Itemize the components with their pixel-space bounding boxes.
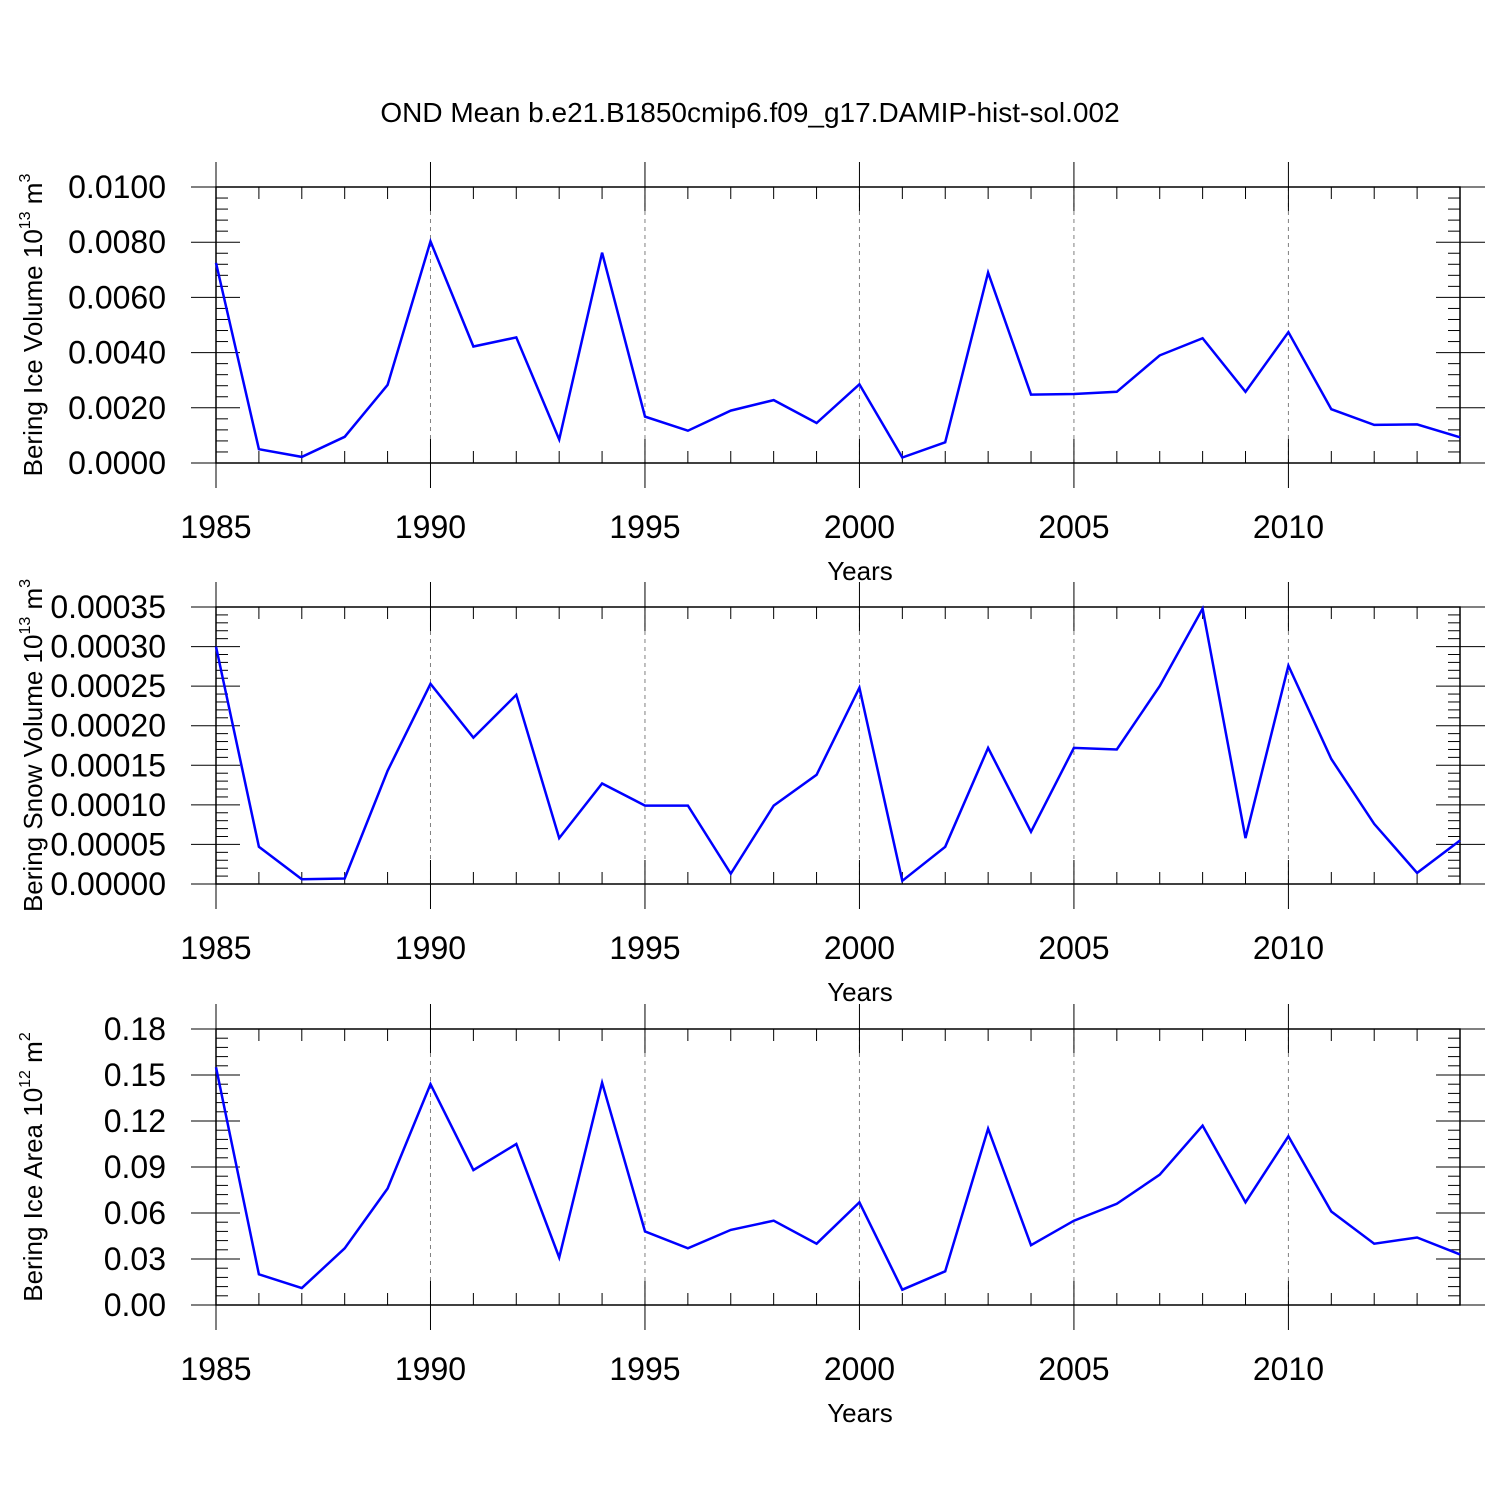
series-line [216,241,1460,457]
y-axis-title: Bering Ice Volume 1013 m3 [17,174,48,477]
x-tick-label: 1985 [180,509,251,545]
y-axis-title-unit: m [18,588,48,617]
y-tick-label: 0.12 [104,1103,166,1139]
x-tick-label: 1990 [395,509,466,545]
y-tick-label: 0.00005 [50,826,166,862]
y-tick-label: 0.15 [104,1057,166,1093]
y-axis-title-unit: m [18,1041,48,1070]
y-axis-title-exponent: 12 [17,1070,34,1088]
y-tick-label: 0.03 [104,1241,166,1277]
y-axis-title-unit-exponent: 3 [17,579,34,588]
x-tick-label: 2005 [1038,1351,1109,1387]
y-tick-label: 0.0060 [68,279,166,315]
chart-panel-3: 1985 1990 1995 2000 2005 2010 Years 0.00 0.03 0.0… [17,1004,1485,1428]
x-tick-label: 2000 [824,930,895,966]
y-axis-title-unit-exponent: 2 [17,1032,34,1041]
chart-panel-2: 1985 1990 1995 2000 2005 2010 Years 0.00000 0.00… [17,579,1485,1007]
series-line [216,1067,1460,1289]
x-tick-label: 1990 [395,930,466,966]
x-tick-label: 1995 [609,509,680,545]
x-axis-title: Years [827,556,893,586]
plot-frame [216,1029,1460,1305]
y-axis-title-main: Bering Ice Area 10 [18,1088,48,1302]
x-tick-label: 2005 [1038,509,1109,545]
x-tick-label: 2010 [1253,930,1324,966]
y-tick-label: 0.00035 [50,589,166,625]
y-axis-title-unit: m [18,183,48,212]
x-tick-label: 2000 [824,1351,895,1387]
y-tick-label: 0.0020 [68,390,166,426]
y-tick-label: 0.0080 [68,224,166,260]
y-tick-label: 0.09 [104,1149,166,1185]
y-axis-title: Bering Ice Area 1012 m2 [17,1032,48,1302]
y-axis-title-unit-exponent: 3 [17,174,34,183]
y-axis-title-exponent: 13 [17,211,34,229]
y-tick-label: 0.0040 [68,335,166,371]
y-tick-label: 0.0100 [68,169,166,205]
y-axis-title-main: Bering Snow Volume 10 [18,635,48,913]
plot-frame [216,187,1460,463]
x-tick-label: 1995 [609,1351,680,1387]
x-tick-label: 2010 [1253,509,1324,545]
chart-panel-1: 1985 1990 1995 2000 2005 2010 Years 0.0000 0.002… [17,162,1485,586]
x-tick-label: 1995 [609,930,680,966]
plot-frame [216,607,1460,884]
x-axis-title: Years [827,977,893,1007]
x-tick-label: 2000 [824,509,895,545]
y-tick-label: 0.00 [104,1287,166,1323]
x-tick-label: 1990 [395,1351,466,1387]
y-axis-title-exponent: 13 [17,617,34,635]
series-line [216,609,1460,881]
x-tick-label: 1985 [180,1351,251,1387]
y-axis-title-main: Bering Ice Volume 10 [18,229,48,476]
y-tick-label: 0.06 [104,1195,166,1231]
y-tick-label: 0.00010 [50,787,166,823]
y-axis-title: Bering Snow Volume 1013 m3 [17,579,48,912]
y-tick-label: 0.00020 [50,708,166,744]
x-axis-title: Years [827,1398,893,1428]
y-tick-label: 0.00015 [50,747,166,783]
x-tick-label: 2005 [1038,930,1109,966]
x-tick-label: 1985 [180,930,251,966]
y-tick-label: 0.00025 [50,668,166,704]
y-tick-label: 0.00030 [50,629,166,665]
chart-title: OND Mean b.e21.B1850cmip6.f09_g17.DAMIP-… [380,97,1119,128]
y-tick-label: 0.0000 [68,445,166,481]
y-tick-label: 0.00000 [50,866,166,902]
x-tick-label: 2010 [1253,1351,1324,1387]
y-tick-label: 0.18 [104,1011,166,1047]
